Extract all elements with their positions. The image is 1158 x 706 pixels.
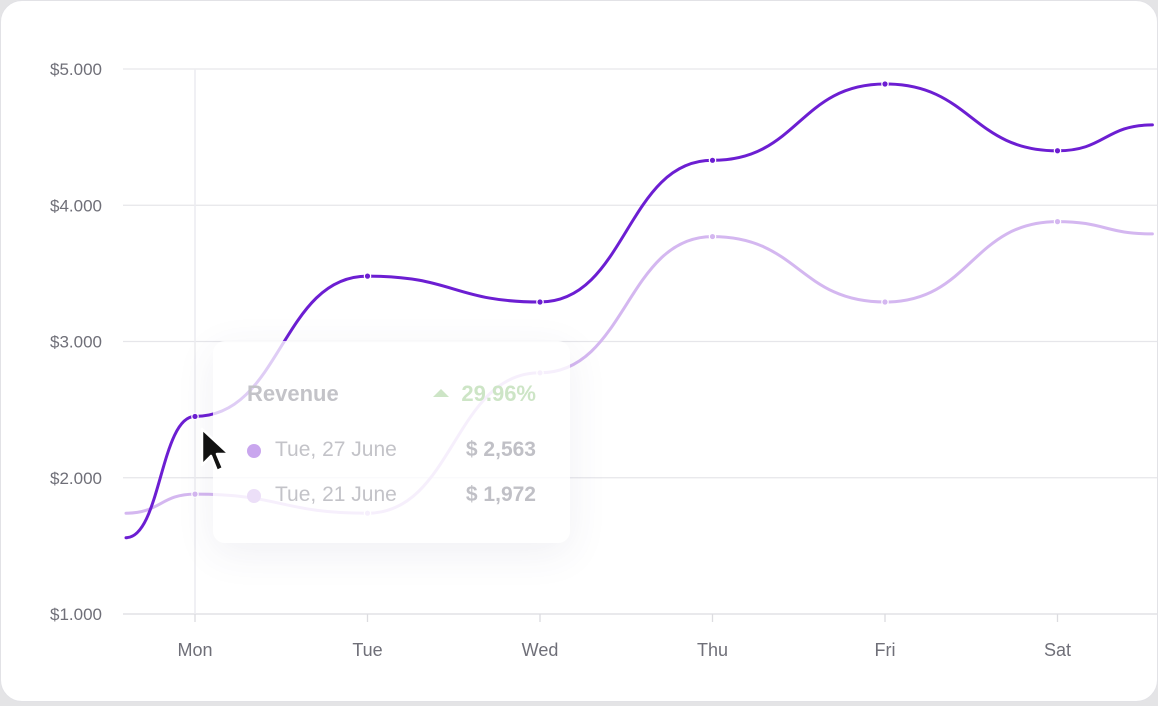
legend-dot-icon <box>247 489 261 503</box>
y-tick-label: $5.000 <box>50 60 102 79</box>
tooltip: Revenue 29.96% Tue, 27 June $ 2,563 Tue,… <box>213 341 570 543</box>
y-tick-label: $3.000 <box>50 333 102 352</box>
tooltip-change-value: 29.96% <box>461 381 536 406</box>
data-point <box>1053 217 1062 226</box>
y-tick-label: $2.000 <box>50 469 102 488</box>
legend-dot-icon <box>247 444 261 458</box>
data-point <box>191 412 199 421</box>
x-tick-label: Thu <box>697 640 728 660</box>
data-point <box>191 490 199 498</box>
y-tick-label: $1.000 <box>50 605 102 624</box>
arrow-up-icon <box>433 389 450 398</box>
data-point <box>708 232 717 241</box>
tooltip-row-value: $ 1,972 <box>465 483 536 506</box>
x-tick-label: Tue <box>352 640 382 660</box>
data-point <box>881 298 889 306</box>
tooltip-row-value: $ 2,563 <box>465 438 536 461</box>
data-point <box>881 80 889 88</box>
x-tick-label: Fri <box>875 640 896 660</box>
tooltip-title: Revenue <box>247 381 339 406</box>
x-tick-label: Mon <box>177 640 212 660</box>
mouse-pointer-icon <box>200 427 231 473</box>
tooltip-row-date: Tue, 21 June <box>275 483 397 506</box>
tooltip-row-date: Tue, 27 June <box>275 438 397 461</box>
x-tick-label: Sat <box>1044 640 1071 660</box>
y-tick-label: $4.000 <box>50 196 102 215</box>
tooltip-row: Tue, 21 June $ 1,972 <box>247 483 536 511</box>
tooltip-row: Tue, 27 June $ 2,563 <box>247 438 536 466</box>
data-point <box>363 272 372 280</box>
data-point <box>536 298 544 306</box>
data-point <box>1053 146 1062 155</box>
x-tick-label: Wed <box>522 640 559 660</box>
data-point <box>708 156 717 165</box>
tooltip-change: 29.96% <box>433 381 536 407</box>
